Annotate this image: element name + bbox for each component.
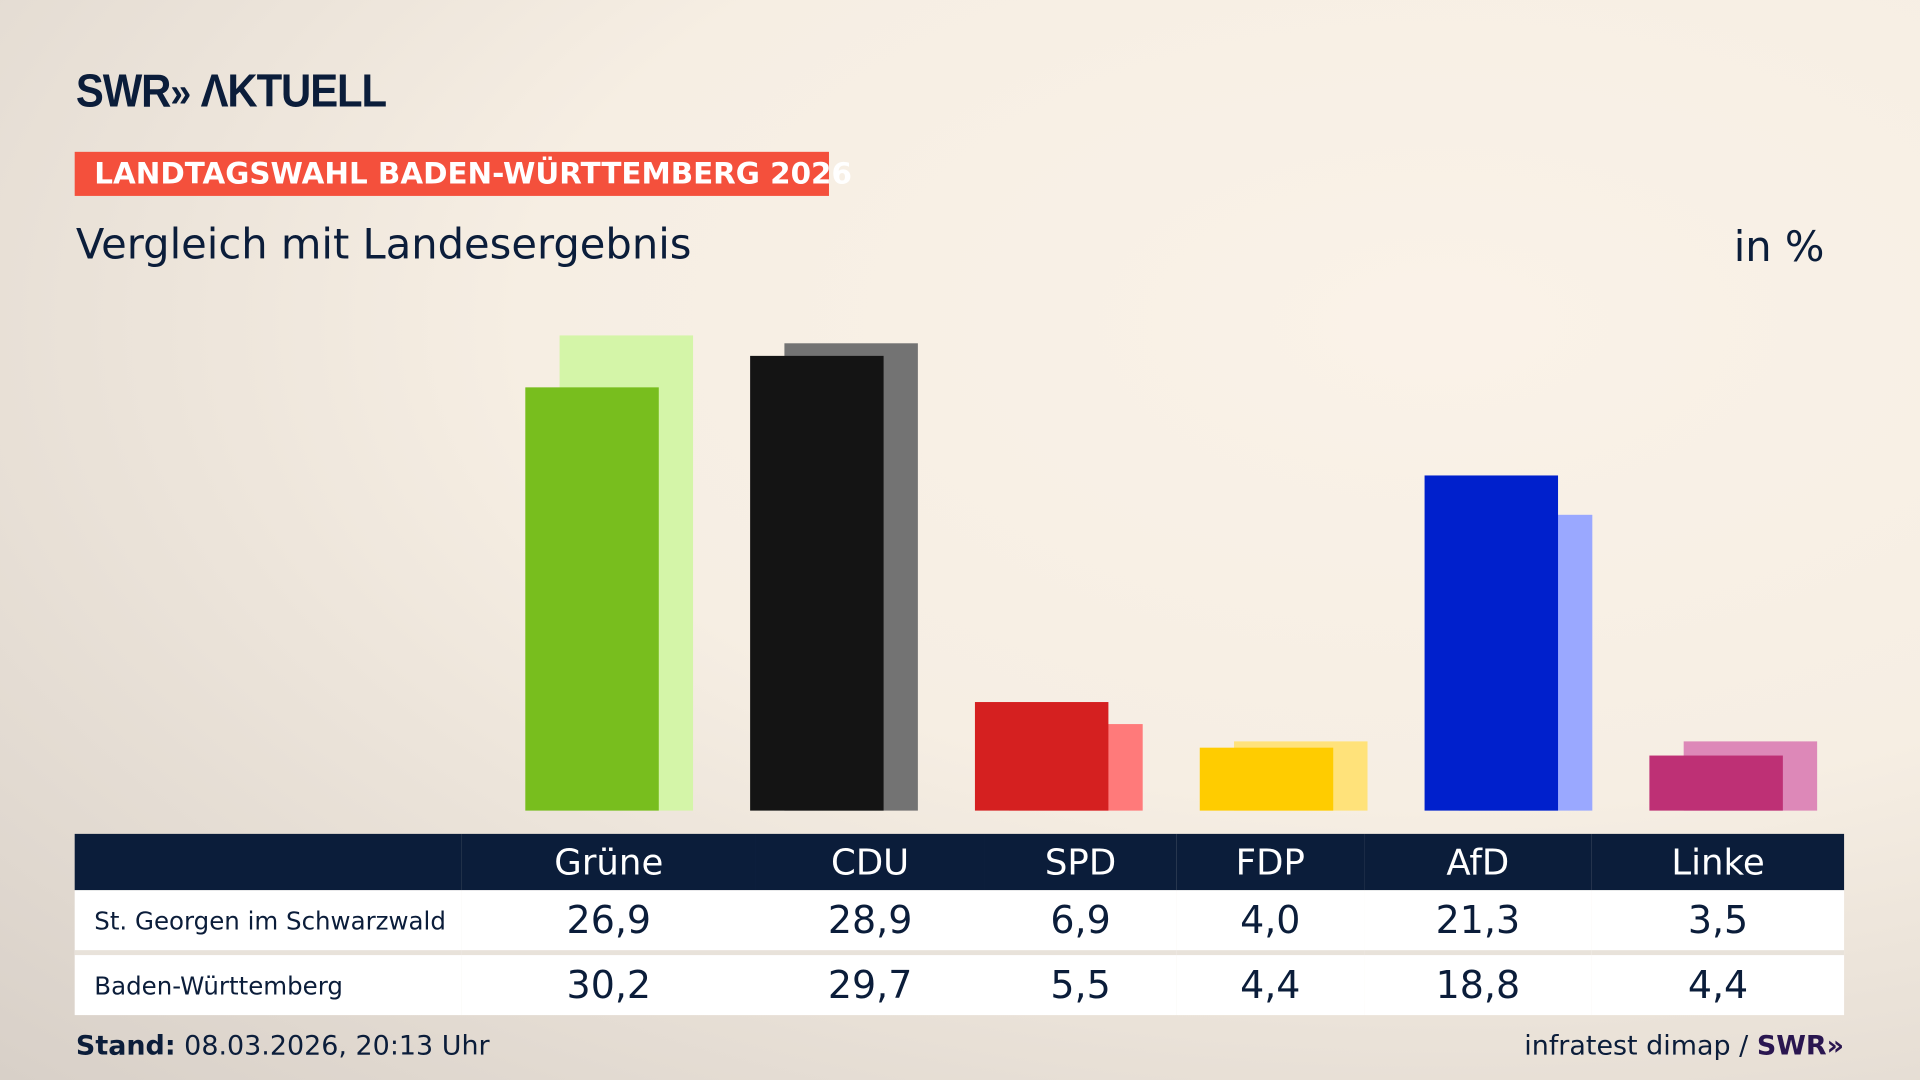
value-cell: 18,8 — [1363, 950, 1592, 1016]
value-cell: 28,9 — [755, 890, 985, 951]
row-label: St. Georgen im Schwarzwald — [74, 890, 462, 951]
party-header: Grüne — [461, 833, 756, 891]
value-cell: 5,5 — [984, 950, 1177, 1016]
value-cell: 26,9 — [461, 890, 756, 951]
party-header: AfD — [1363, 833, 1592, 891]
local-bar-cdu — [750, 355, 884, 811]
local-bar-linke — [1649, 755, 1783, 811]
chart-subtitle: Vergleich mit Landesergebnis — [75, 220, 692, 270]
table-row: Baden-Württemberg 30,2 29,7 5,5 4,4 18,8… — [74, 950, 1845, 1016]
party-header: SPD — [984, 833, 1177, 891]
timestamp: Stand: 08.03.2026, 20:13 Uhr — [76, 1031, 490, 1062]
local-bar-afd — [1424, 475, 1559, 811]
local-bar-fdp — [1199, 747, 1334, 811]
stand-value: 08.03.2026, 20:13 Uhr — [175, 1031, 490, 1062]
party-header: CDU — [755, 833, 985, 891]
value-cell: 30,2 — [461, 950, 756, 1016]
value-cell: 6,9 — [984, 890, 1177, 951]
value-cell: 21,3 — [1363, 890, 1592, 951]
table-header-row: Grüne CDU SPD FDP AfD Linke — [74, 833, 1845, 891]
local-bar-spd — [974, 702, 1109, 811]
value-cell: 4,4 — [1176, 950, 1364, 1016]
value-cell: 4,0 — [1176, 890, 1364, 951]
value-cell: 29,7 — [755, 950, 985, 1016]
source: infratest dimap / SWR» — [1524, 1031, 1844, 1062]
results-table: Grüne CDU SPD FDP AfD Linke St. Georgen … — [74, 833, 1845, 1016]
swr-aktuell-logo: SWR» ΛKTUELL — [75, 66, 387, 118]
value-cell: 4,4 — [1591, 950, 1845, 1016]
election-badge: LANDTAGSWAHL BADEN-WÜRTTEMBERG 2026 — [74, 151, 852, 196]
unit-label: in % — [1733, 222, 1825, 272]
row-label: Baden-Württemberg — [74, 950, 462, 1016]
party-header: Linke — [1591, 833, 1845, 891]
source-text: infratest dimap / — [1524, 1031, 1757, 1062]
local-bar-grüne — [525, 387, 659, 811]
value-cell: 3,5 — [1591, 890, 1845, 951]
stand-label: Stand: — [75, 1031, 176, 1062]
swr-logo: SWR» — [1756, 1031, 1845, 1062]
party-header: FDP — [1176, 833, 1364, 891]
table-row: St. Georgen im Schwarzwald 26,9 28,9 6,9… — [74, 890, 1845, 951]
